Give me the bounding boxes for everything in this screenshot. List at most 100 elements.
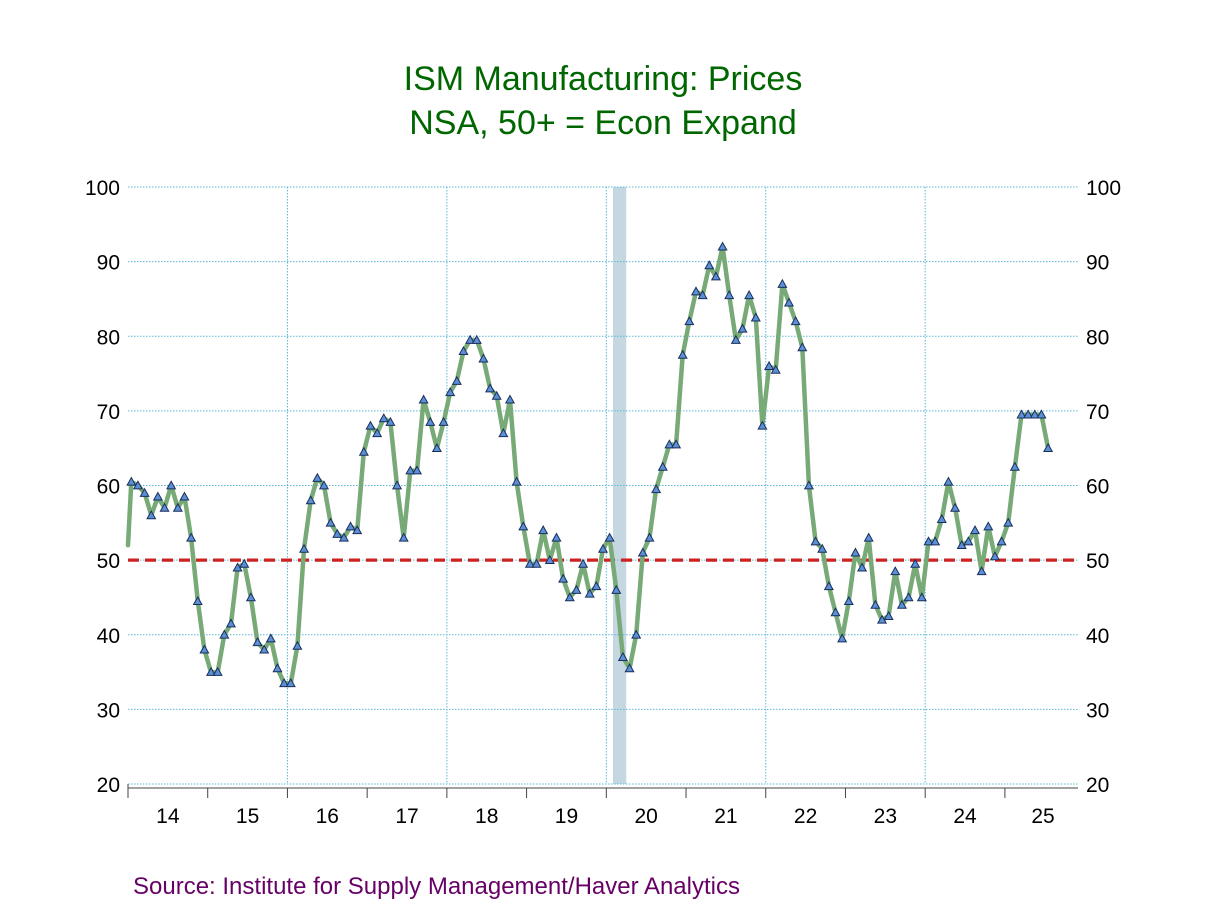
data-point-marker [943,476,954,486]
data-point-marker [372,428,383,438]
data-point-marker [936,513,947,523]
data-point-marker [199,644,210,654]
series-line [125,244,1051,686]
y-tick-label-right: 100 [1086,177,1121,200]
data-point-marker [352,525,363,535]
data-point-marker [318,480,330,490]
y-tick-label-left: 20 [97,774,120,797]
y-tick-label-left: 80 [97,326,120,349]
data-point-marker [744,289,755,300]
data-point-marker [890,566,901,576]
data-point-marker [1029,409,1040,419]
x-tick-label: 19 [555,805,578,828]
data-point-marker [272,663,283,673]
data-point-marker [192,595,203,606]
data-point-marker [205,666,217,676]
data-point-marker [485,383,496,393]
data-point-marker [126,476,137,486]
data-point-marker [132,480,144,490]
x-tick-label: 21 [714,805,737,828]
data-point-marker [365,420,376,430]
data-point-marker [1016,409,1027,419]
data-point-marker [338,532,349,542]
y-tick-label-left: 70 [97,401,120,424]
x-tick-label: 25 [1031,805,1054,828]
x-tick-label: 24 [953,805,977,828]
right-y-axis-labels: 100 90 80 70 60 50 40 30 20 [1086,177,1121,797]
data-point-marker [345,521,356,531]
data-point-marker [983,521,994,531]
data-point-marker [451,375,462,385]
data-point-marker [511,476,522,486]
data-point-marker [777,278,788,288]
data-point-marker [910,558,921,568]
data-point-marker [770,364,781,374]
data-point-marker [212,666,223,676]
data-point-marker [491,390,502,400]
y-tick-label-right: 70 [1086,401,1109,424]
data-point-marker [823,581,834,591]
data-point-marker [624,663,635,673]
y-tick-label-right: 50 [1086,550,1109,573]
data-point-marker [465,334,476,344]
data-point-marker [611,584,622,594]
data-point-marker [411,465,423,475]
y-tick-label-left: 90 [97,252,120,275]
data-point-marker [724,289,735,300]
data-point-marker [591,581,602,591]
gridlines [128,186,1078,785]
data-point-marker [431,442,442,453]
data-point-marker [358,446,369,456]
data-point-marker [445,386,456,397]
left-y-axis-labels: 100 90 80 70 60 50 40 30 20 [85,177,120,797]
data-point-marker [298,543,310,553]
data-point-marker [551,532,562,542]
data-point-marker [558,573,569,583]
data-point-marker [471,334,482,344]
data-point-marker [664,439,675,449]
data-point-marker [172,502,183,512]
data-series [125,241,1054,688]
data-point-marker [843,595,854,606]
data-point-marker [704,260,715,270]
data-point-marker [305,495,316,505]
data-point-marker [764,360,775,370]
data-point-marker [179,491,190,501]
x-tick-label: 20 [634,805,657,828]
data-point-marker [657,461,668,471]
data-point-marker [584,588,595,598]
data-point-marker [259,644,270,654]
data-point-marker [398,532,409,542]
data-point-marker [245,592,256,602]
data-point-marker [631,629,642,639]
data-point-marker [498,428,509,438]
data-point-marker [644,532,655,542]
y-tick-label-right: 20 [1086,774,1109,797]
y-tick-label-right: 30 [1086,699,1109,722]
x-tick-label: 14 [156,805,180,828]
data-point-marker [757,420,768,430]
data-point-marker [996,536,1007,546]
data-point-marker [797,342,808,352]
data-point-marker [564,592,575,602]
data-point-marker [803,480,814,490]
data-point-marker [1043,442,1054,453]
data-point-marker [651,484,662,494]
data-point-marker [950,502,961,512]
chart-subtitle: NSA, 50+ = Econ Expand [409,104,796,142]
source-note: Source: Institute for Supply Management/… [133,873,740,900]
data-point-marker [963,536,974,546]
y-tick-label-right: 60 [1086,476,1109,499]
data-point-marker [710,271,721,281]
y-tick-label-right: 80 [1086,326,1109,349]
data-point-marker [285,678,296,688]
data-point-marker [225,618,237,628]
data-point-marker [617,651,628,661]
data-point-marker [783,297,795,307]
x-tick-label: 16 [316,805,339,828]
data-point-marker [916,592,927,602]
data-point-marker [989,551,1000,561]
data-point-marker [538,525,549,535]
data-point-marker [730,334,741,344]
